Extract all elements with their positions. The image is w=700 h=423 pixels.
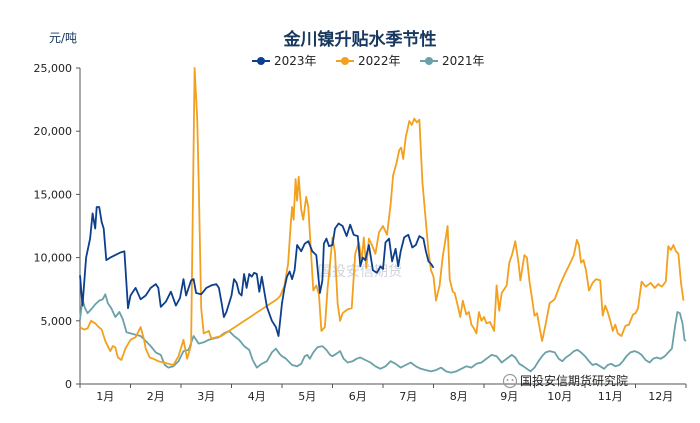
source-credit: 国投安信期货研究院 bbox=[502, 373, 628, 389]
wechat-icon-eye-right bbox=[511, 379, 514, 381]
x-tick-label: 12月 bbox=[648, 390, 673, 403]
series-layer bbox=[79, 67, 687, 374]
legend-swatch-marker bbox=[425, 57, 433, 65]
wechat-icon-eye-left bbox=[506, 379, 509, 381]
chart-title: 金川镍升贴水季节性 bbox=[283, 29, 437, 50]
y-tick-label: 15,000 bbox=[34, 188, 73, 201]
x-tick-label: 4月 bbox=[248, 390, 266, 403]
series-line-2021年 bbox=[79, 293, 687, 374]
wechat-icon bbox=[502, 373, 518, 389]
y-axis: 0 5,000 10,000 15,000 20,000 25,000 bbox=[34, 62, 81, 391]
y-tick-label: 25,000 bbox=[34, 62, 73, 75]
y-tick-label: 20,000 bbox=[34, 125, 73, 138]
legend: 2023年 2022年 2021年 bbox=[252, 54, 485, 68]
x-tick-label: 6月 bbox=[349, 390, 367, 403]
series-line-2023年 bbox=[79, 206, 435, 337]
legend-label: 2021年 bbox=[442, 54, 485, 68]
legend-label: 2023年 bbox=[274, 54, 317, 68]
legend-swatch-marker bbox=[341, 57, 349, 65]
x-tick-label: 10月 bbox=[547, 390, 572, 403]
x-tick-label: 2月 bbox=[147, 390, 165, 403]
x-tick-label: 11月 bbox=[598, 390, 623, 403]
source-label: 国投安信期货研究院 bbox=[520, 373, 628, 388]
x-axis: 1月 2月 3月 4月 5月 6月 7月 8月 9月 10月 11月 12月 bbox=[79, 383, 687, 403]
x-tick-label: 5月 bbox=[298, 390, 316, 403]
x-tick-label: 1月 bbox=[96, 390, 114, 403]
y-axis-unit: 元/吨 bbox=[49, 31, 77, 45]
legend-swatch-marker bbox=[257, 57, 265, 65]
x-tick-label: 3月 bbox=[197, 390, 215, 403]
x-tick-label: 9月 bbox=[500, 390, 518, 403]
y-tick-label: 0 bbox=[65, 378, 72, 391]
x-tick-label: 7月 bbox=[399, 390, 417, 403]
legend-label: 2022年 bbox=[358, 54, 401, 68]
x-tick-label: 8月 bbox=[450, 390, 468, 403]
y-tick-label: 5,000 bbox=[41, 315, 73, 328]
series-line-2022年 bbox=[79, 67, 685, 366]
y-tick-label: 10,000 bbox=[34, 252, 73, 265]
